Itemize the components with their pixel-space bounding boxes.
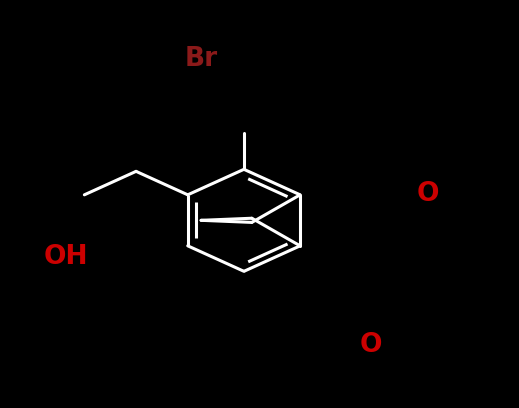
Text: O: O (417, 181, 440, 207)
Text: Br: Br (184, 46, 217, 72)
Text: OH: OH (44, 244, 89, 270)
Text: O: O (360, 332, 383, 358)
